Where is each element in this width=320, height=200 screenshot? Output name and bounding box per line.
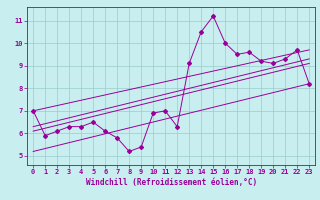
- X-axis label: Windchill (Refroidissement éolien,°C): Windchill (Refroidissement éolien,°C): [86, 178, 257, 187]
